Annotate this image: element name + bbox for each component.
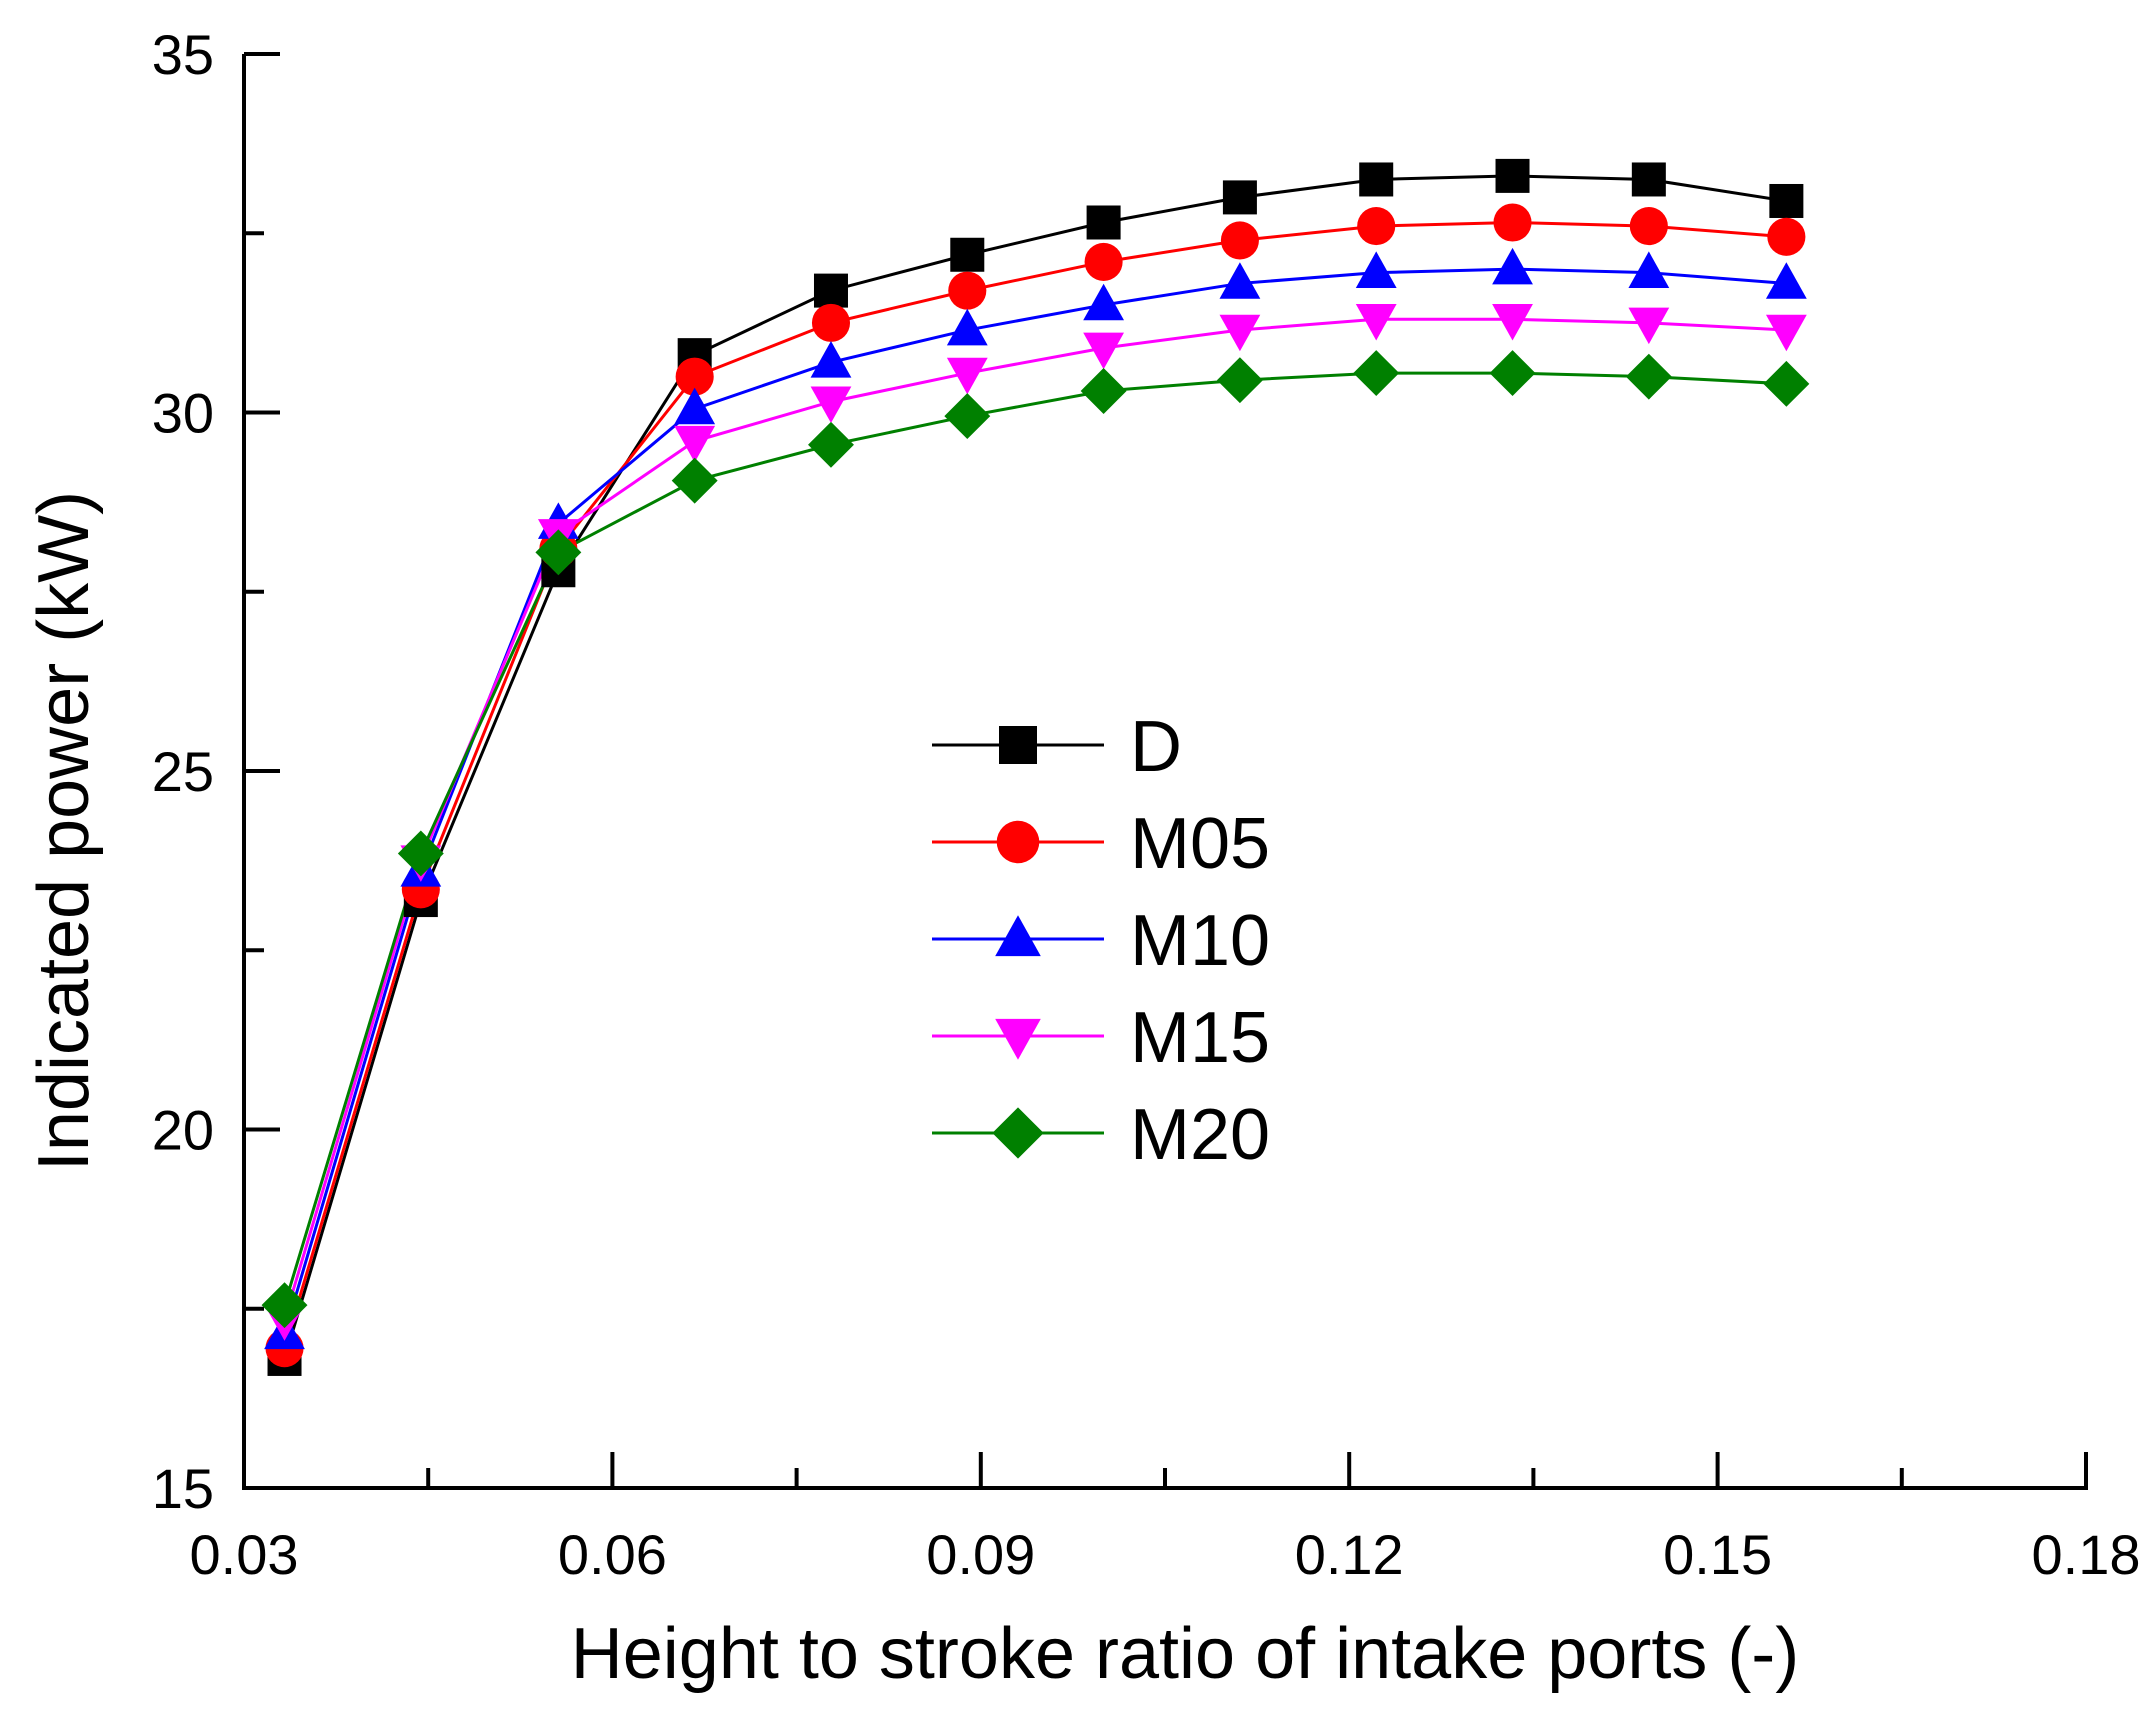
y-tick-label: 15: [152, 1457, 214, 1520]
data-point-m10: [1628, 251, 1670, 288]
data-point-m15: [1219, 314, 1261, 352]
data-point-m20: [1353, 350, 1400, 397]
plot-markers: [261, 158, 1810, 1376]
data-point-m10: [1765, 262, 1807, 299]
data-point-m05: [1629, 207, 1668, 246]
legend-marker-m10: [995, 915, 1041, 957]
legend-label-d: D: [1130, 707, 1182, 787]
data-point-m10: [810, 341, 852, 378]
data-point-m10: [1492, 247, 1533, 285]
legend-marker-m05: [996, 820, 1040, 864]
data-point-m05: [1493, 203, 1532, 242]
data-point-m10: [1083, 283, 1124, 321]
data-point-m15: [946, 357, 988, 395]
y-tick-label: 35: [152, 23, 214, 86]
data-point-m05: [1357, 207, 1396, 246]
data-point-m05: [1084, 242, 1123, 281]
data-point-d: [950, 237, 985, 272]
data-point-m15: [1628, 307, 1670, 345]
data-point-m20: [397, 830, 444, 877]
data-point-d: [1222, 180, 1257, 215]
data-point-m15: [1355, 303, 1397, 341]
data-point-m20: [1080, 368, 1127, 414]
data-point-d: [1359, 162, 1394, 197]
data-point-d: [1495, 158, 1530, 193]
data-point-m05: [948, 271, 987, 310]
data-point-m10: [1219, 262, 1261, 299]
data-point-m05: [811, 303, 851, 342]
data-point-m20: [535, 529, 582, 576]
data-point-m20: [1489, 350, 1536, 397]
y-axis-title: Indicated power (kW): [24, 491, 104, 1171]
data-point-m10: [1355, 251, 1397, 288]
legend-marker-m20: [992, 1107, 1044, 1159]
y-tick-label: 25: [152, 740, 214, 803]
data-point-m05: [1220, 221, 1259, 260]
data-point-m20: [671, 457, 718, 504]
x-tick-label: 0.12: [1295, 1523, 1404, 1586]
series-line-m05: [283, 220, 1787, 1349]
data-point-m10: [946, 308, 988, 346]
data-point-m15: [810, 386, 852, 423]
data-point-m20: [808, 421, 854, 468]
data-point-m20: [1763, 360, 1810, 407]
legend-label-m10: M10: [1130, 901, 1270, 981]
data-point-m10: [674, 387, 716, 425]
legend-label-m20: M20: [1130, 1095, 1270, 1175]
x-tick-label: 0.15: [1663, 1523, 1772, 1586]
x-axis-title: Height to stroke ratio of intake ports (…: [571, 1614, 1800, 1694]
data-point-m15: [674, 425, 716, 463]
series-line-d: [283, 174, 1787, 1360]
legend-label-m15: M15: [1130, 998, 1270, 1078]
y-tick-label: 20: [152, 1099, 214, 1162]
plot-lines: [283, 174, 1787, 1360]
legend: D M05 M10 M15 M20: [932, 707, 1270, 1175]
series-line-m20: [283, 371, 1787, 1306]
data-point-d: [1086, 205, 1121, 240]
data-point-m05: [675, 357, 714, 396]
data-point-m05: [1767, 217, 1806, 256]
series-line-m10: [283, 267, 1787, 1335]
series-line-m15: [283, 317, 1787, 1320]
data-point-d: [1631, 162, 1666, 197]
x-tick-label: 0.18: [2032, 1523, 2141, 1586]
data-point-m20: [1625, 353, 1672, 400]
data-point-m15: [1083, 332, 1124, 370]
legend-marker-d: [999, 726, 1037, 764]
legend-marker-m15: [995, 1018, 1041, 1060]
data-point-m15: [1765, 314, 1807, 352]
data-point-d: [1769, 183, 1804, 218]
x-tick-label: 0.06: [558, 1523, 667, 1586]
legend-label-m05: M05: [1130, 804, 1270, 884]
data-point-m20: [944, 393, 991, 440]
axes: 0.03 0.06 0.09 0.12 0.15 0.18 15 20 25 30 35: [152, 23, 2141, 1586]
data-point-m20: [261, 1282, 308, 1329]
x-tick-label: 0.09: [926, 1523, 1035, 1586]
data-point-m15: [1492, 303, 1533, 341]
data-point-m20: [1216, 357, 1263, 404]
data-point-d: [813, 273, 848, 308]
x-tick-label: 0.03: [190, 1523, 299, 1586]
y-tick-label: 30: [152, 382, 214, 445]
